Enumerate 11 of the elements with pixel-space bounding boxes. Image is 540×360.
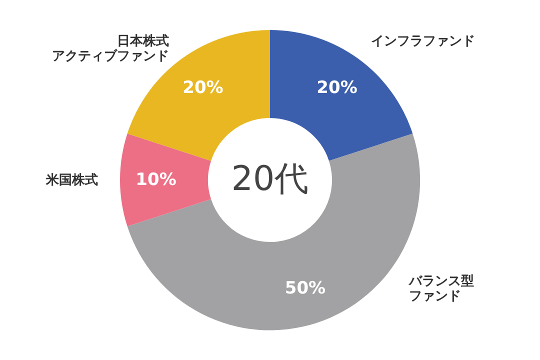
donut-slice [270,30,413,161]
slice-label: 日本株式アクティブファンド [52,32,169,64]
slice-label: 米国株式 [45,172,98,188]
slice-label: インフラファンド [371,34,476,49]
donut-slice [120,134,212,226]
slice-label: バランス型ファンド [408,274,474,304]
data-label: 50% [284,278,326,298]
text: 20代 [231,159,309,199]
data-label: 10% [136,170,176,190]
data-label: 20% [316,78,358,98]
data-label: 20% [182,78,224,98]
